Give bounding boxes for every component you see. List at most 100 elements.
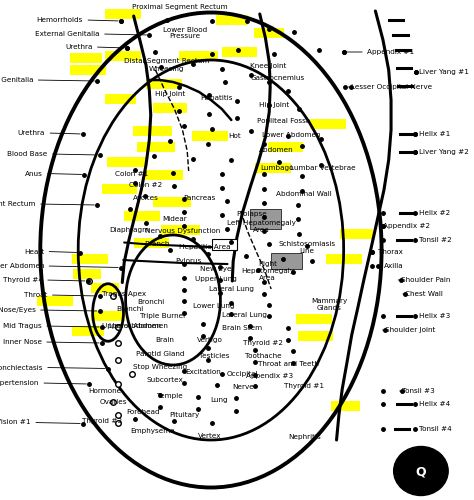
- FancyBboxPatch shape: [331, 401, 360, 411]
- FancyBboxPatch shape: [192, 131, 228, 141]
- Text: Upper Lung: Upper Lung: [195, 276, 237, 281]
- FancyBboxPatch shape: [133, 126, 172, 136]
- Text: Urethra: Urethra: [65, 44, 92, 50]
- FancyBboxPatch shape: [145, 170, 183, 180]
- Text: Colon #2: Colon #2: [129, 182, 163, 188]
- Text: Tonsil #3: Tonsil #3: [402, 388, 435, 394]
- FancyBboxPatch shape: [102, 184, 137, 194]
- FancyBboxPatch shape: [179, 51, 218, 61]
- Text: Pylorus: Pylorus: [175, 258, 202, 264]
- Text: Inner Nose: Inner Nose: [3, 339, 42, 345]
- Text: Clear Nose/Eyes: Clear Nose/Eyes: [0, 307, 36, 313]
- Text: Tragus Apex: Tragus Apex: [102, 291, 146, 297]
- Text: Brain: Brain: [155, 337, 174, 343]
- FancyBboxPatch shape: [105, 51, 141, 61]
- Text: Q: Q: [416, 466, 426, 478]
- Text: Lung: Lung: [210, 397, 228, 403]
- FancyBboxPatch shape: [72, 254, 108, 264]
- Text: Appendix #1: Appendix #1: [367, 49, 414, 55]
- Text: Helix #1: Helix #1: [419, 130, 451, 136]
- FancyBboxPatch shape: [310, 119, 346, 129]
- FancyBboxPatch shape: [296, 314, 332, 324]
- Ellipse shape: [393, 446, 448, 496]
- Text: Nervous Dysfunction: Nervous Dysfunction: [145, 228, 220, 234]
- Text: External Genitalia: External Genitalia: [0, 77, 33, 83]
- Text: Hip Joint: Hip Joint: [155, 91, 185, 97]
- Text: Abdominal Wall: Abdominal Wall: [276, 191, 332, 197]
- FancyBboxPatch shape: [326, 254, 362, 264]
- Text: Lateral Lung: Lateral Lung: [209, 286, 254, 292]
- Text: Triple Burner: Triple Burner: [140, 313, 187, 319]
- Text: Nerve: Nerve: [232, 384, 254, 390]
- Text: Upper Abdomen: Upper Abdomen: [102, 323, 161, 329]
- FancyBboxPatch shape: [222, 46, 257, 56]
- Text: Thyroid #4: Thyroid #4: [3, 277, 43, 283]
- FancyBboxPatch shape: [91, 282, 118, 292]
- FancyBboxPatch shape: [124, 211, 160, 221]
- FancyBboxPatch shape: [268, 142, 303, 152]
- Text: Gastrocnemius: Gastrocnemius: [250, 76, 304, 82]
- Text: Thorax: Thorax: [378, 249, 403, 255]
- Text: Branch: Branch: [145, 240, 170, 246]
- Text: Parotid Gland: Parotid Gland: [136, 351, 184, 357]
- Text: Temple: Temple: [157, 393, 182, 399]
- Text: Bronchiectasis: Bronchiectasis: [0, 364, 43, 370]
- Text: Pancreas: Pancreas: [183, 194, 215, 200]
- Text: Shoulder Joint: Shoulder Joint: [385, 327, 435, 333]
- Text: Bronchi: Bronchi: [137, 298, 164, 304]
- Text: Anus: Anus: [25, 170, 43, 176]
- Text: Distal Segment Rectum: Distal Segment Rectum: [0, 201, 36, 207]
- Text: Prolapse: Prolapse: [236, 211, 266, 217]
- Text: Mid Tragus: Mid Tragus: [3, 323, 42, 329]
- Text: New Eye: New Eye: [200, 266, 231, 272]
- Text: Hepatitis: Hepatitis: [200, 95, 232, 101]
- Text: Schistosomiasis
Line: Schistosomiasis Line: [279, 241, 336, 254]
- Text: Thyroid #3: Thyroid #3: [82, 418, 122, 424]
- FancyBboxPatch shape: [70, 52, 102, 62]
- Text: Toothache: Toothache: [245, 353, 282, 359]
- Text: Lower Blood
Pressure: Lower Blood Pressure: [163, 26, 207, 40]
- Text: Lower Abdomen: Lower Abdomen: [0, 263, 44, 269]
- Text: Tonsil #2: Tonsil #2: [419, 237, 452, 243]
- Text: Chest Wall: Chest Wall: [405, 291, 443, 297]
- Text: Hormone: Hormone: [89, 388, 122, 394]
- Text: Lumbar Vertebrae: Lumbar Vertebrae: [291, 165, 356, 171]
- Text: Upper Abdomen: Upper Abdomen: [109, 323, 168, 329]
- FancyBboxPatch shape: [91, 311, 125, 321]
- Text: Shoulder Pain: Shoulder Pain: [401, 277, 450, 283]
- Text: Vertex: Vertex: [198, 434, 221, 440]
- Text: Brain Stem: Brain Stem: [222, 326, 262, 332]
- FancyBboxPatch shape: [153, 197, 191, 207]
- Text: External Genitalia: External Genitalia: [35, 31, 100, 37]
- Text: Forehead: Forehead: [127, 409, 160, 415]
- Text: Ascites: Ascites: [133, 194, 159, 200]
- Text: Excitation: Excitation: [185, 369, 221, 375]
- Text: Ovaries: Ovaries: [100, 399, 128, 405]
- FancyBboxPatch shape: [216, 15, 248, 25]
- Text: Thyroid #2: Thyroid #2: [243, 340, 283, 345]
- FancyBboxPatch shape: [70, 65, 106, 75]
- Text: Lumbago: Lumbago: [260, 165, 293, 171]
- Text: Right
Hepatomegaly
Area: Right Hepatomegaly Area: [241, 261, 294, 281]
- FancyBboxPatch shape: [137, 142, 175, 152]
- FancyBboxPatch shape: [73, 268, 101, 278]
- Text: Vertigo: Vertigo: [197, 337, 223, 343]
- Text: Liver Yang #2: Liver Yang #2: [419, 149, 469, 155]
- Text: Emphysema: Emphysema: [130, 428, 175, 434]
- Text: Distal Segment Rectum
Wheezing: Distal Segment Rectum Wheezing: [124, 58, 210, 71]
- FancyBboxPatch shape: [134, 238, 169, 248]
- FancyBboxPatch shape: [271, 253, 302, 269]
- Text: Appendix #3: Appendix #3: [246, 373, 293, 379]
- FancyBboxPatch shape: [255, 162, 291, 172]
- Text: Abdomen: Abdomen: [258, 147, 293, 153]
- Text: Hot: Hot: [229, 133, 241, 139]
- Text: Nephritis: Nephritis: [288, 434, 321, 440]
- FancyBboxPatch shape: [254, 28, 284, 38]
- Text: Heart: Heart: [24, 248, 44, 254]
- Text: Tonsil #4: Tonsil #4: [419, 426, 452, 432]
- FancyBboxPatch shape: [146, 79, 182, 89]
- Text: Urethra: Urethra: [18, 130, 45, 136]
- Text: Hemorrhoids: Hemorrhoids: [36, 17, 83, 23]
- Text: Helix #4: Helix #4: [419, 401, 451, 407]
- Text: Left Hepatomegaly
Area: Left Hepatomegaly Area: [227, 220, 296, 233]
